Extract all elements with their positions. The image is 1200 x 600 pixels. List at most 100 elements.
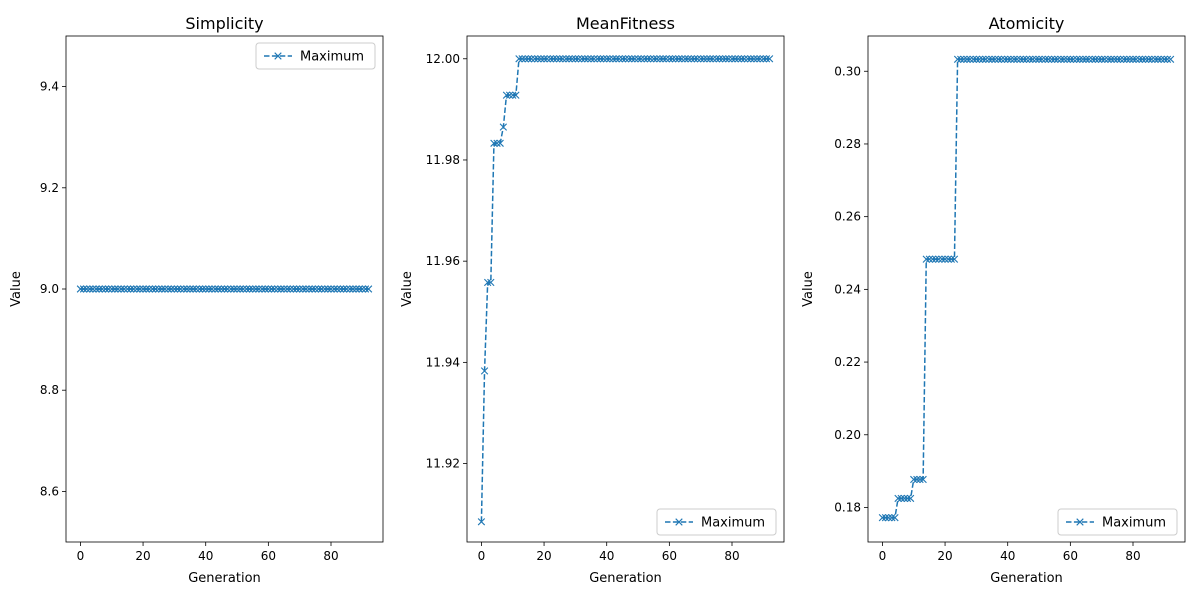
data-point-marker: [565, 55, 573, 63]
data-point-marker: [891, 513, 899, 522]
data-point-marker: [969, 55, 977, 63]
data-point-marker: [139, 285, 147, 293]
data-point-marker: [1000, 55, 1009, 63]
data-point-marker: [98, 285, 107, 293]
data-point-marker: [684, 55, 692, 63]
data-point-marker: [913, 475, 921, 484]
data-point-marker: [258, 285, 266, 293]
data-point-marker: [985, 55, 993, 63]
legend-marker-swatch: [675, 518, 683, 526]
data-point-marker: [170, 285, 179, 293]
y-axis-label: Value: [400, 271, 415, 307]
data-point-marker: [731, 55, 739, 63]
data-point-marker: [82, 285, 91, 293]
data-point-marker: [1091, 55, 1100, 63]
data-point-marker: [158, 285, 166, 293]
data-point-marker: [264, 285, 273, 293]
data-point-marker: [552, 55, 561, 63]
data-point-marker: [678, 55, 686, 63]
data-point-marker: [180, 285, 188, 293]
data-point-marker: [217, 285, 226, 293]
y-tick-label: 8.8: [40, 383, 59, 397]
data-point-marker: [239, 285, 247, 293]
legend-label: Maximum: [701, 516, 765, 531]
series-markers: [76, 285, 373, 293]
data-point-marker: [480, 367, 489, 375]
data-point-marker: [267, 285, 276, 293]
data-point-marker: [173, 285, 182, 293]
x-tick-label: 40: [1000, 549, 1015, 563]
data-point-marker: [966, 55, 974, 63]
data-point-marker: [928, 255, 937, 263]
data-point-marker: [1148, 55, 1156, 63]
data-point-marker: [919, 475, 927, 484]
data-point-marker: [86, 285, 94, 293]
data-point-marker: [756, 55, 764, 63]
data-point-marker: [346, 285, 354, 293]
data-point-marker: [671, 55, 680, 63]
data-point-marker: [361, 285, 370, 293]
data-point-marker: [941, 255, 949, 263]
y-tick-label: 9.4: [40, 80, 59, 94]
data-point-marker: [1166, 55, 1175, 63]
data-point-marker: [314, 285, 323, 293]
data-point-marker: [208, 285, 216, 293]
data-point-marker: [242, 285, 251, 293]
series-line: [480, 58, 770, 522]
data-point-marker: [1066, 55, 1075, 63]
data-point-marker: [176, 285, 185, 293]
data-point-marker: [490, 139, 498, 147]
data-point-marker: [662, 55, 670, 63]
data-point-marker: [571, 55, 580, 63]
data-point-marker: [643, 55, 652, 63]
data-point-marker: [953, 55, 962, 63]
legend-label: Maximum: [1102, 516, 1166, 531]
data-point-marker: [935, 255, 943, 263]
legend: Maximum: [1057, 508, 1178, 536]
data-point-marker: [650, 55, 658, 63]
data-point-marker: [1097, 55, 1106, 63]
data-point-marker: [994, 55, 1002, 63]
data-point-marker: [668, 55, 677, 63]
x-tick-label: 20: [937, 549, 952, 563]
data-point-marker: [512, 91, 520, 99]
data-point-marker: [543, 55, 551, 63]
data-point-marker: [198, 285, 207, 293]
data-point-marker: [336, 285, 345, 293]
data-point-marker: [92, 285, 100, 293]
data-point-marker: [205, 285, 213, 293]
data-point-marker: [888, 513, 896, 522]
data-point-marker: [963, 55, 971, 63]
data-point-marker: [718, 55, 727, 63]
data-point-marker: [615, 55, 623, 63]
data-point-marker: [76, 285, 85, 293]
data-point-marker: [759, 55, 768, 63]
data-point-marker: [903, 494, 912, 503]
subplot-atomicity: Atomicity 0 20 40 60 80 0.18 0.20 0.22 0.24 0.26 0.…: [801, 14, 1186, 586]
data-point-marker: [1022, 55, 1031, 63]
data-point-marker: [277, 285, 285, 293]
data-point-marker: [1151, 55, 1159, 63]
data-point-marker: [722, 55, 730, 63]
data-point-marker: [950, 255, 959, 263]
data-point-marker: [493, 139, 501, 147]
x-tick-label: 20: [536, 549, 551, 563]
data-point-marker: [628, 55, 636, 63]
data-point-marker: [527, 55, 536, 63]
data-point-marker: [606, 55, 614, 63]
data-point-marker: [581, 55, 589, 63]
data-point-marker: [518, 55, 526, 63]
data-point-marker: [960, 55, 968, 63]
data-point-marker: [1132, 55, 1140, 63]
data-point-marker: [540, 55, 548, 63]
data-point-marker: [1138, 55, 1147, 63]
chart-title: Simplicity: [185, 14, 263, 33]
y-tick-label: 11.96: [426, 254, 460, 268]
data-point-marker: [1029, 55, 1037, 63]
data-point-marker: [737, 55, 746, 63]
x-tick-label: 60: [261, 549, 276, 563]
data-point-marker: [975, 55, 984, 63]
y-tick-label: 11.94: [426, 355, 460, 369]
data-point-marker: [524, 55, 533, 63]
